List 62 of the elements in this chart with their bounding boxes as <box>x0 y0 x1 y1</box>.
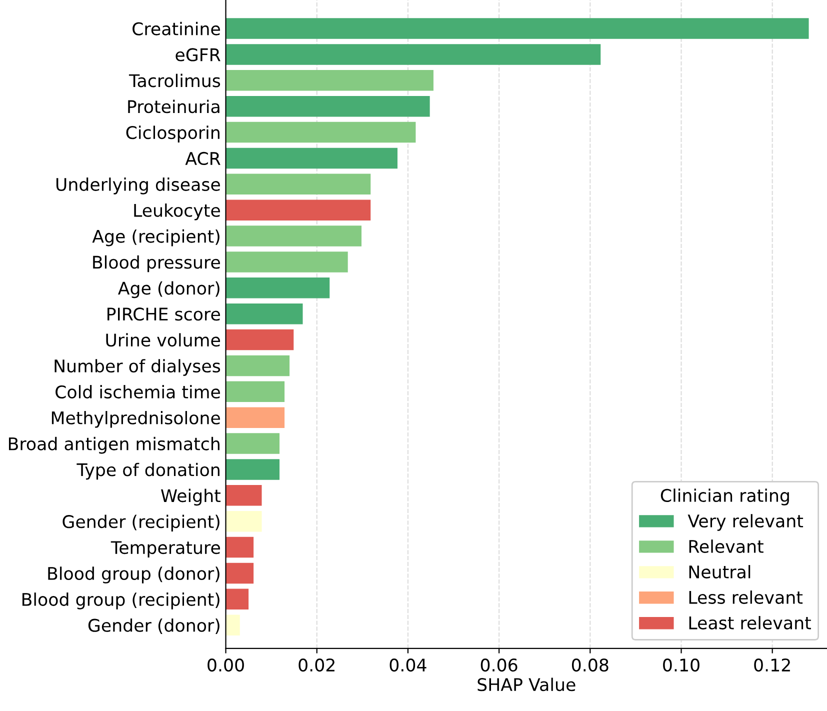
bar <box>226 536 254 558</box>
x-tick-label: 0.04 <box>390 658 426 672</box>
legend-label: Very relevant <box>688 514 804 531</box>
y-tick-label: Methylprednisolone <box>52 410 220 428</box>
y-tick-label: Leukocyte <box>134 203 220 220</box>
x-tick-label: 0.08 <box>572 658 608 672</box>
bar <box>226 252 348 272</box>
bar <box>226 459 280 480</box>
y-tick-label: eGFR <box>176 48 220 62</box>
y-tick-label: Blood group (recipient) <box>22 592 220 610</box>
bar <box>226 44 601 65</box>
y-tick-label: Type of donation <box>76 462 220 480</box>
bar <box>226 562 254 584</box>
bar <box>226 588 249 610</box>
bar <box>226 303 303 324</box>
legend-label: Neutral <box>689 565 750 578</box>
y-tick-label: Creatinine <box>132 22 220 36</box>
x-axis-title: SHAP Value <box>478 678 576 692</box>
y-tick-label: Blood group (donor) <box>48 566 220 584</box>
y-tick-label: Broad antigen mismatch <box>8 436 220 454</box>
y-tick-label: Underlying disease <box>56 178 220 194</box>
bar <box>226 278 330 298</box>
x-tick-label: 0.00 <box>208 658 244 672</box>
bar <box>226 329 294 350</box>
y-tick-label: Tacrolimus <box>128 74 220 88</box>
x-tick-label: 0.12 <box>754 658 790 672</box>
bar <box>226 18 809 39</box>
legend-title: Clinician rating <box>660 488 789 506</box>
bar <box>226 148 398 169</box>
y-tick-label: PIRCHE score <box>108 308 220 321</box>
y-tick-label: Weight <box>161 488 220 506</box>
y-tick-label: Proteinuria <box>128 100 220 114</box>
y-tick-label: Cold ischemia time <box>56 385 220 398</box>
y-tick-label: Gender (donor) <box>88 618 220 634</box>
y-tick-label: Ciclosporin <box>126 126 220 142</box>
bar <box>226 174 371 195</box>
bar <box>226 407 285 428</box>
y-tick-label: Temperature <box>110 541 220 558</box>
bar <box>226 433 280 454</box>
y-tick-label: Age (donor) <box>118 281 220 298</box>
y-tick-label: Blood pressure <box>93 255 220 272</box>
bar <box>226 226 362 246</box>
y-tick-label: Number of dialyses <box>54 359 220 376</box>
bar <box>226 485 262 506</box>
x-tick-label: 0.02 <box>298 658 334 672</box>
bar <box>226 381 285 402</box>
bar <box>226 200 371 220</box>
legend-label: Less relevant <box>689 590 803 604</box>
y-tick-label: Urine volume <box>106 333 220 347</box>
legend-label: Least relevant <box>689 616 811 630</box>
bar <box>226 122 416 143</box>
bar <box>226 70 434 91</box>
bar <box>226 96 430 117</box>
y-tick-label: Age (recipient) <box>92 229 220 246</box>
legend-label: Relevant <box>689 540 764 553</box>
x-tick-label: 0.10 <box>663 658 700 672</box>
bar <box>226 510 262 532</box>
y-tick-label: Gender (recipient) <box>62 514 220 532</box>
x-tick-label: 0.06 <box>480 658 518 672</box>
bar <box>226 355 290 376</box>
bar <box>226 614 240 636</box>
y-tick-label: ACR <box>185 152 220 166</box>
